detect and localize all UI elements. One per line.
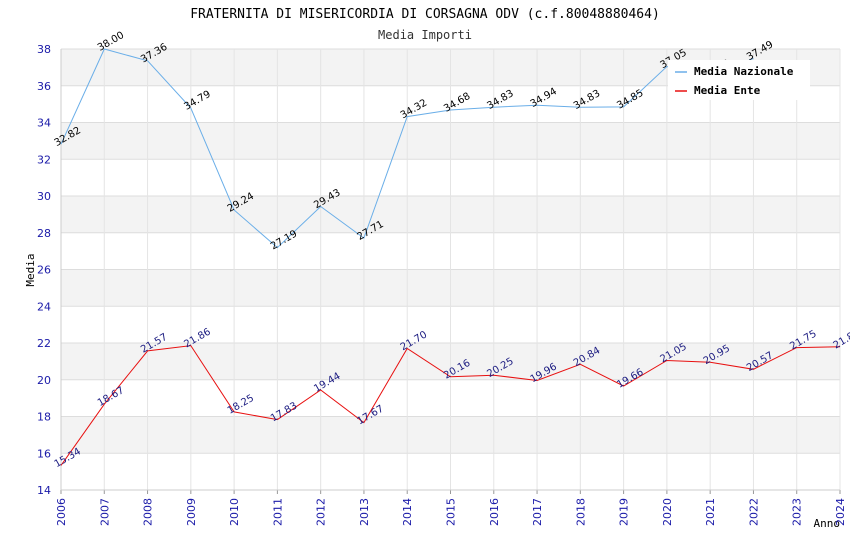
x-tick-label: 2023 (791, 498, 804, 526)
y-tick-label: 34 (37, 117, 51, 130)
x-tick-label: 2006 (55, 498, 68, 526)
chart-subtitle: Media Importi (378, 28, 472, 42)
y-axis-ticks: 14 16 18 20 22 24 26 28 30 32 34 36 38 (37, 43, 51, 497)
y-tick-label: 16 (37, 447, 51, 460)
data-label-nazionale: 34.83 (485, 88, 515, 112)
x-axis-label: Anno (814, 517, 841, 530)
x-tick-label: 2020 (661, 498, 674, 526)
x-tick-label: 2012 (315, 498, 328, 526)
x-tick-label: 2016 (488, 498, 501, 526)
y-tick-label: 28 (37, 227, 51, 240)
y-tick-label: 30 (37, 190, 51, 203)
legend-box (668, 60, 810, 100)
x-tick-label: 2018 (574, 498, 587, 526)
data-label-ente: 21.80 (832, 328, 850, 352)
x-tick-label: 2019 (618, 498, 631, 526)
x-tick-label: 2007 (98, 498, 111, 526)
y-tick-label: 38 (37, 43, 51, 56)
gridlines (60, 48, 841, 494)
series-line-media-nazionale (60, 48, 754, 249)
x-tick-label: 2010 (228, 498, 241, 526)
y-tick-label: 36 (37, 80, 51, 93)
x-tick-label: 2015 (445, 498, 458, 526)
x-tick-label: 2021 (704, 498, 717, 526)
legend: Media Nazionale Media Ente (668, 60, 810, 100)
x-tick-label: 2009 (185, 498, 198, 526)
legend-label-ente: Media Ente (694, 84, 761, 97)
y-tick-label: 24 (37, 300, 51, 313)
data-label-nazionale: 34.83 (572, 88, 602, 112)
y-tick-label: 32 (37, 153, 51, 166)
x-tick-label: 2024 (834, 498, 847, 526)
data-label-nazionale: 34.85 (615, 88, 645, 112)
y-tick-label: 14 (37, 484, 51, 497)
series-layer (60, 48, 841, 466)
x-tick-label: 2013 (358, 498, 371, 526)
x-axis-ticks: 2006 2007 2008 2009 2010 2011 2012 2013 2014 2015… (55, 498, 847, 526)
chart-title: FRATERNITA DI MISERICORDIA DI CORSAGNA O… (190, 7, 660, 22)
y-axis-label: Media (24, 253, 37, 286)
y-tick-label: 18 (37, 411, 51, 424)
data-label-nazionale: 34.68 (442, 91, 472, 115)
x-tick-label: 2022 (747, 498, 760, 526)
x-tick-label: 2011 (271, 498, 284, 526)
data-label-nazionale: 34.32 (399, 98, 429, 122)
legend-label-nazionale: Media Nazionale (694, 65, 794, 78)
y-tick-label: 26 (37, 264, 51, 277)
x-tick-label: 2017 (531, 498, 544, 526)
x-tick-label: 2008 (142, 498, 155, 526)
x-tick-label: 2014 (401, 498, 414, 526)
data-label-ente: 18.67 (96, 385, 126, 409)
y-tick-label: 22 (37, 337, 51, 350)
y-tick-label: 20 (37, 374, 51, 387)
series-line-media-ente (60, 345, 841, 466)
data-label-nazionale: 34.79 (182, 89, 212, 113)
